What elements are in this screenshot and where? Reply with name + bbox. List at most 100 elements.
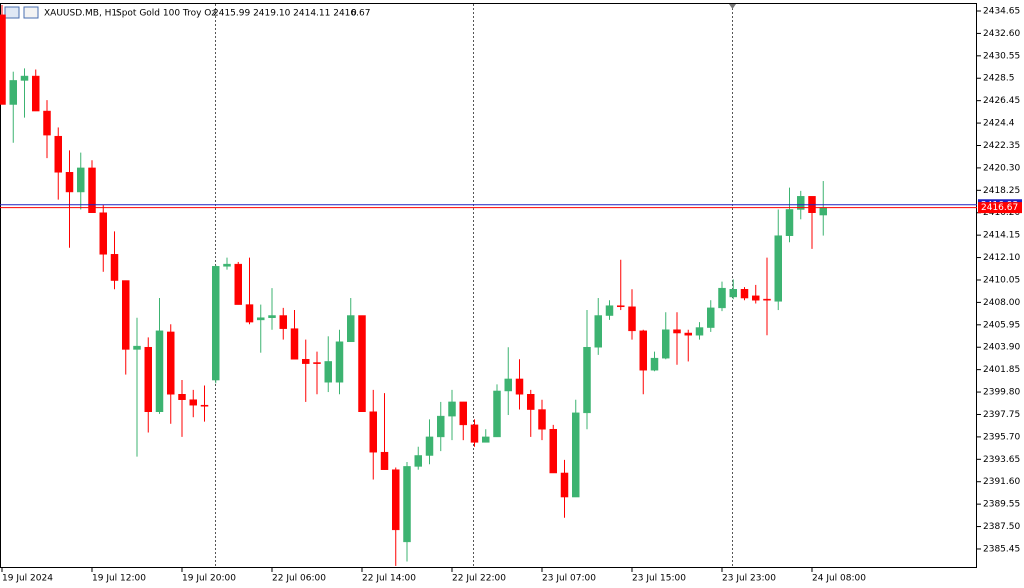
candle-body xyxy=(482,436,490,443)
icon xyxy=(4,6,20,19)
candle-body xyxy=(335,341,344,383)
candle-body xyxy=(324,361,332,383)
candle-body xyxy=(425,436,434,456)
y-tick-label: 2422.35 xyxy=(983,141,1020,151)
bid-line-label: 2416.67 xyxy=(981,203,1018,213)
candle-body xyxy=(279,315,287,329)
candle-body xyxy=(594,315,602,348)
candle-body xyxy=(797,196,805,210)
candle-body xyxy=(448,401,456,417)
candle-body xyxy=(54,135,62,173)
x-tick-label: 22 Jul 06:00 xyxy=(272,574,326,584)
y-tick-label: 2416.20 xyxy=(983,208,1020,218)
x-tick-label: 23 Jul 23:00 xyxy=(722,574,776,584)
candle-body xyxy=(403,466,411,543)
y-tick-label: 2420.30 xyxy=(983,163,1020,173)
volume: 0 xyxy=(351,9,357,19)
candle-body xyxy=(785,209,794,236)
y-tick-label: 2397.75 xyxy=(983,410,1020,420)
candle-body xyxy=(257,317,265,321)
symbol: XAUUSD.MB, H1: xyxy=(44,9,120,19)
candle-body xyxy=(718,287,726,309)
y-tick-label: 2385.45 xyxy=(983,544,1020,554)
candle-body xyxy=(110,254,119,281)
candle-body xyxy=(200,404,209,407)
candle-body xyxy=(527,394,535,410)
y-tick-label: 2418.25 xyxy=(983,186,1020,196)
candle-body xyxy=(774,235,782,302)
candle-body xyxy=(560,472,569,498)
candle-body xyxy=(459,401,467,426)
candle-body xyxy=(290,328,299,360)
y-tick-label: 2395.70 xyxy=(983,432,1020,442)
y-tick-label: 2428.5 xyxy=(983,74,1015,84)
shift-marker xyxy=(729,4,736,9)
x-tick-label: 19 Jul 20:00 xyxy=(182,574,236,584)
candle-body xyxy=(437,415,445,438)
y-tick-label: 2430.55 xyxy=(983,51,1020,61)
candle-body xyxy=(268,315,276,318)
candle-body xyxy=(583,346,591,414)
candle-body xyxy=(43,110,51,136)
candle-body xyxy=(515,378,524,395)
candle-body xyxy=(819,207,827,216)
candle-body xyxy=(707,307,715,328)
candle-body xyxy=(234,263,242,305)
candle-body xyxy=(470,424,479,443)
candle-body xyxy=(673,329,681,334)
y-tick-label: 2412.10 xyxy=(983,253,1020,263)
y-tick-label: 2414.15 xyxy=(983,231,1020,241)
candle-body xyxy=(358,315,366,412)
y-tick-label: 2410.05 xyxy=(983,275,1020,285)
candle-body xyxy=(650,357,659,371)
icon xyxy=(23,6,39,19)
candle-body xyxy=(88,167,96,213)
candle-body xyxy=(144,346,152,412)
candle-body xyxy=(245,304,254,323)
candle-body xyxy=(133,345,141,350)
candle-body xyxy=(167,331,175,395)
candle-body xyxy=(763,298,771,301)
candle-body xyxy=(538,409,546,430)
y-tick-label: 2426.45 xyxy=(983,96,1020,106)
y-tick-label: 2405.95 xyxy=(983,320,1020,330)
y-tick-label: 2403.90 xyxy=(983,343,1020,353)
y-tick-label: 2401.85 xyxy=(983,365,1020,375)
description: Spot Gold 100 Troy Oz xyxy=(116,9,216,19)
candle-body xyxy=(212,266,220,381)
candle-body xyxy=(493,390,501,438)
candle-body xyxy=(740,289,749,299)
y-tick-label: 2434.65 xyxy=(983,6,1020,16)
candle-body xyxy=(65,172,74,193)
candle-body xyxy=(628,306,636,332)
x-tick-label: 23 Jul 07:00 xyxy=(542,574,596,584)
candle-body xyxy=(380,451,389,470)
candle-body xyxy=(752,295,760,301)
candle-body xyxy=(504,378,512,392)
candle-body xyxy=(302,359,310,364)
candle-body xyxy=(414,455,422,467)
x-tick-label: 22 Jul 14:00 xyxy=(362,574,416,584)
candle-body xyxy=(369,411,377,453)
y-tick-label: 2393.65 xyxy=(983,455,1020,465)
candle-body xyxy=(122,280,130,350)
candle-body xyxy=(549,428,557,474)
candle-body xyxy=(639,330,647,371)
candle-body xyxy=(77,167,85,193)
y-tick-label: 2387.50 xyxy=(983,522,1020,532)
candle-body xyxy=(32,75,40,112)
candle-body xyxy=(347,315,355,343)
candle-body xyxy=(662,329,670,359)
candle-body xyxy=(729,289,737,298)
y-tick-label: 2399.80 xyxy=(983,388,1020,398)
candle-body xyxy=(155,330,164,412)
y-tick-label: 2432.60 xyxy=(983,29,1020,39)
x-tick-label: 22 Jul 22:00 xyxy=(452,574,506,584)
header: XAUUSD.MB, H1: Spot Gold 100 Troy Oz 241… xyxy=(4,6,370,19)
candle-body xyxy=(20,75,29,81)
candle-body xyxy=(695,327,704,336)
candle-body xyxy=(313,362,321,364)
candle-body xyxy=(684,332,692,336)
plot-frame xyxy=(0,3,977,568)
